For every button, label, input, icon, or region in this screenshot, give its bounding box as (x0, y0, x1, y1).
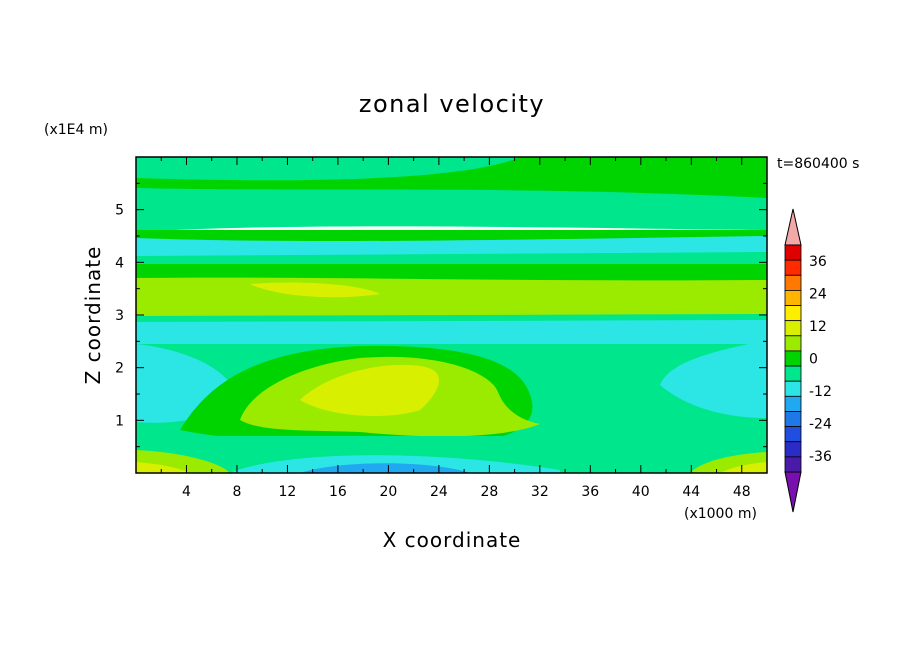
colorbar-tick-label: -36 (809, 449, 832, 465)
region-cyan-right (660, 340, 767, 418)
corner-bright-left (136, 462, 190, 473)
colorbar-tick-label: 12 (809, 319, 827, 335)
band-yellow-patch (250, 282, 380, 298)
colorbar-segment (784, 456, 802, 473)
colorbar: 36 24 12 0 -12 -24 -36 (784, 208, 832, 513)
y-axis-label: Z coordinate (81, 246, 105, 385)
band-cyan-mid (136, 320, 767, 346)
colorbar-extend-bottom (784, 471, 802, 513)
colorbar-segment (784, 411, 802, 428)
y-tick-label: 5 (115, 203, 124, 219)
time-label: t=860400 s (777, 156, 859, 172)
colorbar-extend-top (784, 208, 802, 246)
colorbar-segment (784, 259, 802, 276)
colorbar-segment (784, 244, 802, 261)
colorbar-segment (784, 426, 802, 443)
x-tick-label: 12 (279, 484, 297, 500)
x-tick-label: 32 (531, 484, 549, 500)
x-tick-label: 16 (329, 484, 347, 500)
y-unit-label: (x1E4 m) (44, 122, 108, 138)
colorbar-segment (784, 274, 802, 291)
colorbar-tick-label: 36 (809, 254, 827, 270)
y-axis: 1 2 3 4 5 (115, 182, 767, 448)
y-tick-label: 3 (115, 308, 124, 324)
colorbar-segment (784, 335, 802, 352)
x-tick-label: 44 (682, 484, 700, 500)
contour-field (136, 157, 767, 473)
colorbar-segment (784, 380, 802, 397)
colorbar-segment (784, 320, 802, 337)
x-axis-label: X coordinate (383, 528, 522, 552)
y-tick-label: 1 (115, 413, 124, 429)
x-tick-label: 48 (733, 484, 751, 500)
band-teal-upper (136, 188, 767, 232)
chart-title: zonal velocity (359, 90, 545, 118)
colorbar-tick-label: -24 (809, 416, 832, 432)
band-teal-top (136, 157, 520, 181)
x-tick-label: 20 (379, 484, 397, 500)
colorbar-segment (784, 365, 802, 382)
colorbar-segment (784, 441, 802, 458)
region-yellow-core (300, 364, 439, 416)
colorbar-tick-label: 24 (809, 287, 827, 303)
colorbar-segment (784, 395, 802, 412)
x-axis: 4 8 12 16 20 24 28 32 36 40 44 48 (160, 157, 768, 500)
x-tick-label: 8 (232, 484, 241, 500)
x-unit-label: (x1000 m) (684, 506, 757, 522)
colorbar-segment (784, 305, 802, 322)
y-tick-label: 2 (115, 361, 124, 377)
x-tick-label: 36 (581, 484, 599, 500)
colorbar-tick-label: 0 (809, 352, 818, 368)
band-yellowgreen-mid (136, 277, 767, 318)
x-tick-label: 4 (182, 484, 191, 500)
x-tick-label: 40 (632, 484, 650, 500)
y-tick-label: 4 (115, 255, 124, 271)
x-tick-label: 24 (430, 484, 448, 500)
corner-bright-right (720, 462, 767, 473)
band-bottom-blue (300, 463, 470, 473)
colorbar-tick-label: -12 (809, 384, 832, 400)
colorbar-segment (784, 350, 802, 367)
colorbar-segment (784, 289, 802, 306)
x-tick-label: 28 (480, 484, 498, 500)
